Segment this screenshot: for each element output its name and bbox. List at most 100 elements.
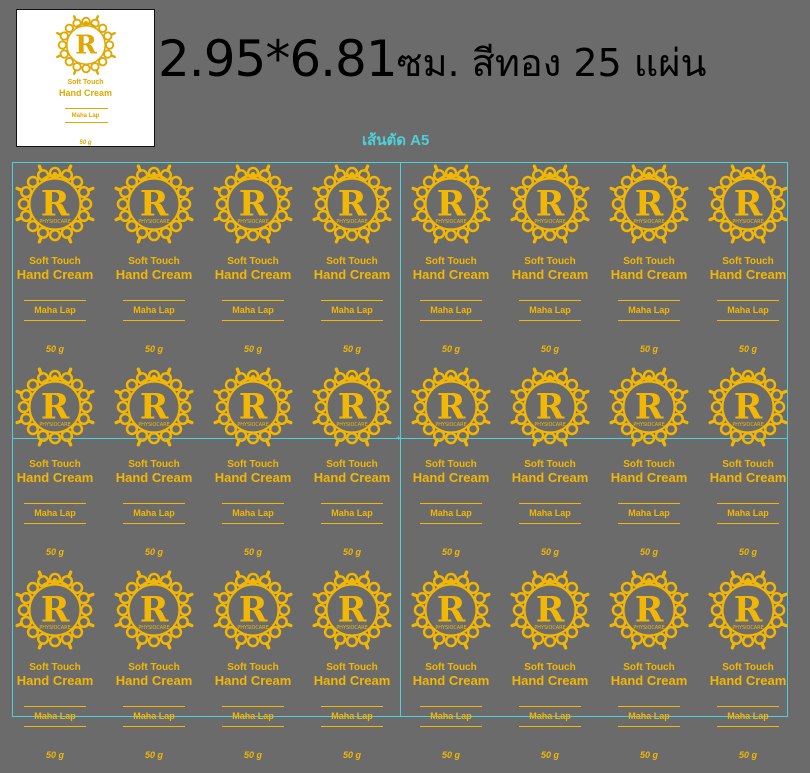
label-card: R PHYSIOCARE Soft Touch Hand Cream Maha Lap 5… xyxy=(206,163,300,363)
label-rule-bottom xyxy=(420,523,482,524)
label-line2: Hand Cream xyxy=(412,673,490,688)
label-line2: Hand Cream xyxy=(313,673,391,688)
logo-letter: R xyxy=(41,184,70,224)
label-rule-top xyxy=(321,503,383,504)
logo-letter: R xyxy=(734,590,763,630)
label-line2: Hand Cream xyxy=(313,267,391,282)
label-weight: 50 g xyxy=(540,750,559,760)
logo-letter: R xyxy=(437,590,466,630)
label-brand: Maha Lap xyxy=(232,508,274,518)
label-line1: Soft Touch xyxy=(128,459,180,470)
label-rule-top xyxy=(222,300,284,301)
label-brand: Maha Lap xyxy=(430,711,472,721)
logo-small-text: PHYSIOCARE xyxy=(732,422,763,428)
logo-letter: R xyxy=(338,590,367,630)
label-card: R PHYSIOCARE Soft Touch Hand Cream Maha Lap 5… xyxy=(701,569,795,769)
label-line2: Hand Cream xyxy=(214,267,292,282)
label-card: R PHYSIOCARE Soft Touch Hand Cream Maha Lap 5… xyxy=(701,366,795,566)
label-rule-top xyxy=(618,706,680,707)
label-rule-bottom xyxy=(717,523,779,524)
cut-line-horizontal xyxy=(12,438,788,439)
label-rule-top xyxy=(321,706,383,707)
label-card: R PHYSIOCARE Soft Touch Hand Cream Maha Lap 5… xyxy=(602,163,696,363)
label-rule-bottom xyxy=(321,523,383,524)
label-line2: Hand Cream xyxy=(511,470,589,485)
preview-rule-bottom xyxy=(65,122,108,123)
logo-letter: R xyxy=(734,387,763,427)
logo-small-text: PHYSIOCARE xyxy=(336,625,367,631)
label-rule-top xyxy=(420,300,482,301)
label-brand: Maha Lap xyxy=(628,711,670,721)
label-card: R PHYSIOCARE Soft Touch Hand Cream Maha Lap 5… xyxy=(8,163,102,363)
preview-line2: Hand Cream xyxy=(58,88,112,98)
label-line1: Soft Touch xyxy=(128,256,180,267)
label-weight: 50 g xyxy=(243,750,262,760)
logo-small-text: PHYSIOCARE xyxy=(237,219,268,225)
label-weight: 50 g xyxy=(45,344,64,354)
label-brand: Maha Lap xyxy=(34,711,76,721)
logo-letter: R xyxy=(536,387,565,427)
label-card: R PHYSIOCARE Soft Touch Hand Cream Maha Lap 5… xyxy=(701,163,795,363)
label-line1: Soft Touch xyxy=(524,256,576,267)
label-weight: 50 g xyxy=(738,547,757,557)
cut-line-vertical xyxy=(400,162,401,717)
label-brand: Maha Lap xyxy=(628,305,670,315)
label-rule-bottom xyxy=(24,320,86,321)
label-rule-bottom xyxy=(222,320,284,321)
label-line1: Soft Touch xyxy=(623,662,675,673)
label-weight: 50 g xyxy=(441,750,460,760)
label-grid: R PHYSIOCARE Soft Touch Hand Cream Maha Lap 5… xyxy=(8,163,808,773)
label-line2: Hand Cream xyxy=(412,267,490,282)
label-card: R PHYSIOCARE Soft Touch Hand Cream Maha Lap 5… xyxy=(503,569,597,769)
label-line2: Hand Cream xyxy=(115,470,193,485)
label-weight: 50 g xyxy=(738,344,757,354)
label-brand: Maha Lap xyxy=(529,305,571,315)
logo-letter: R xyxy=(140,184,169,224)
label-brand: Maha Lap xyxy=(727,508,769,518)
label-weight: 50 g xyxy=(144,547,163,557)
title-rest: ซม. สีทอง 25 แผ่น xyxy=(396,41,707,85)
label-line1: Soft Touch xyxy=(425,662,477,673)
label-rule-top xyxy=(222,706,284,707)
label-rule-top xyxy=(717,300,779,301)
label-brand: Maha Lap xyxy=(529,508,571,518)
label-weight: 50 g xyxy=(45,547,64,557)
label-line1: Soft Touch xyxy=(227,662,279,673)
label-line1: Soft Touch xyxy=(425,256,477,267)
label-line1: Soft Touch xyxy=(29,256,81,267)
label-card: R PHYSIOCARE Soft Touch Hand Cream Maha Lap 5… xyxy=(404,163,498,363)
label-line1: Soft Touch xyxy=(722,256,774,267)
label-card: R PHYSIOCARE Soft Touch Hand Cream Maha Lap 5… xyxy=(602,569,696,769)
label-rule-bottom xyxy=(519,320,581,321)
label-line2: Hand Cream xyxy=(16,267,94,282)
logo-letter: R xyxy=(140,590,169,630)
logo-letter: R xyxy=(239,387,268,427)
label-card: R PHYSIOCARE Soft Touch Hand Cream Maha Lap 5… xyxy=(305,569,399,769)
label-brand: Maha Lap xyxy=(727,711,769,721)
label-line1: Soft Touch xyxy=(326,256,378,267)
label-card: R PHYSIOCARE Soft Touch Hand Cream Maha Lap 5… xyxy=(305,366,399,566)
label-rule-top xyxy=(123,706,185,707)
label-rule-bottom xyxy=(24,726,86,727)
label-rule-bottom xyxy=(519,726,581,727)
label-brand: Maha Lap xyxy=(331,508,373,518)
label-line1: Soft Touch xyxy=(524,459,576,470)
label-rule-bottom xyxy=(717,726,779,727)
preview-line1: Soft Touch xyxy=(67,79,104,86)
page-title: 2.95*6.81ซม. สีทอง 25 แผ่น xyxy=(158,30,707,93)
logo-small-text: PHYSIOCARE xyxy=(39,219,70,225)
logo-small-text: PHYSIOCARE xyxy=(138,219,169,225)
logo-letter: R xyxy=(338,184,367,224)
label-rule-top xyxy=(321,300,383,301)
logo-small-text: PHYSIOCARE xyxy=(138,625,169,631)
